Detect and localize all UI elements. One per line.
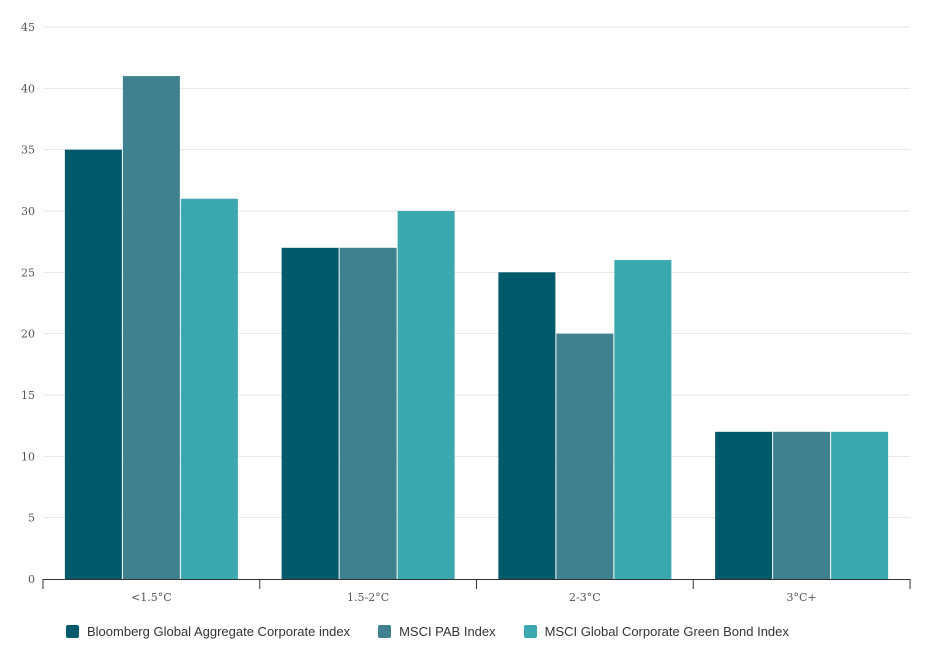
- legend-label-msci-pab: MSCI PAB Index: [399, 624, 496, 639]
- bar[interactable]: [715, 431, 773, 579]
- bar[interactable]: [281, 247, 339, 580]
- y-tick-label: 20: [21, 328, 35, 341]
- bar[interactable]: [180, 198, 238, 579]
- y-tick-label: 25: [21, 266, 35, 279]
- y-tick-label: 0: [28, 573, 35, 586]
- bar[interactable]: [64, 149, 122, 579]
- y-tick-label: 10: [21, 450, 35, 463]
- legend-item-msci-pab[interactable]: MSCI PAB Index: [378, 624, 496, 639]
- x-tick-label: 3°C+: [787, 591, 817, 604]
- x-tick-label: 1.5-2°C: [347, 591, 389, 604]
- x-tick-label: <1.5°C: [131, 591, 172, 604]
- legend-item-bloomberg[interactable]: Bloomberg Global Aggregate Corporate ind…: [66, 624, 350, 639]
- x-tick-label: 2-3°C: [569, 591, 601, 604]
- y-tick-label: 5: [28, 512, 35, 525]
- y-axis-ticks: 0 5 10 15 20 25 30 35 40 45: [21, 21, 35, 586]
- y-tick-label: 45: [21, 21, 35, 34]
- legend-label-msci-green-bond: MSCI Global Corporate Green Bond Index: [544, 624, 789, 639]
- bar[interactable]: [773, 431, 831, 579]
- legend-item-msci-green-bond[interactable]: MSCI Global Corporate Green Bond Index: [523, 624, 789, 639]
- legend-swatch-bloomberg: [66, 625, 79, 638]
- y-tick-label: 30: [21, 205, 35, 218]
- bar[interactable]: [556, 333, 614, 579]
- bar[interactable]: [498, 272, 556, 579]
- legend: Bloomberg Global Aggregate Corporate ind…: [66, 624, 817, 639]
- bar-chart: 0 5 10 15 20 25 30 35 40 45 <1.5°C 1.5-2°C 2-3°C 3°C…: [21, 21, 911, 604]
- bar[interactable]: [339, 247, 397, 580]
- bar[interactable]: [831, 431, 889, 579]
- x-axis: <1.5°C 1.5-2°C 2-3°C 3°C+: [42, 579, 911, 604]
- y-tick-label: 35: [21, 144, 35, 157]
- bar[interactable]: [614, 260, 672, 579]
- bar[interactable]: [122, 76, 180, 580]
- y-tick-label: 15: [21, 389, 35, 402]
- legend-label-bloomberg: Bloomberg Global Aggregate Corporate ind…: [87, 624, 351, 639]
- legend-swatch-msci-pab: [378, 625, 392, 638]
- legend-swatch-msci-green-bond: [523, 625, 537, 638]
- bars: [64, 76, 889, 580]
- bar[interactable]: [397, 211, 455, 579]
- y-tick-label: 40: [21, 82, 35, 95]
